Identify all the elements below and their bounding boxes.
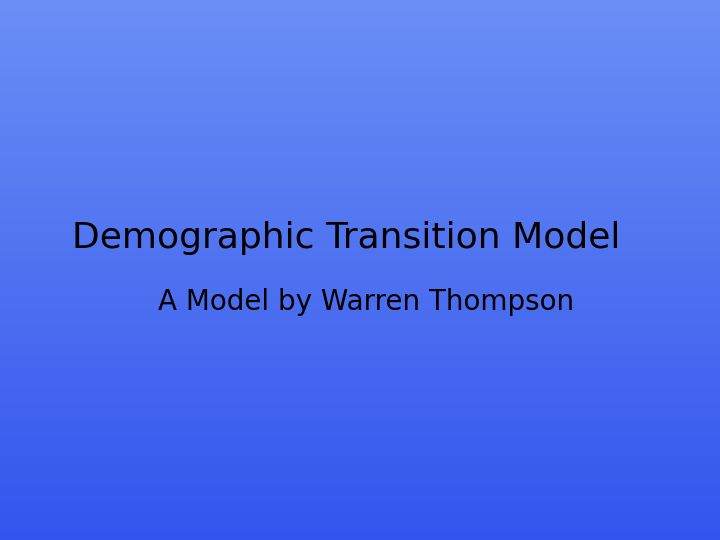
- Text: Demographic Transition Model: Demographic Transition Model: [72, 221, 621, 254]
- Text: A Model by Warren Thompson: A Model by Warren Thompson: [158, 288, 575, 316]
